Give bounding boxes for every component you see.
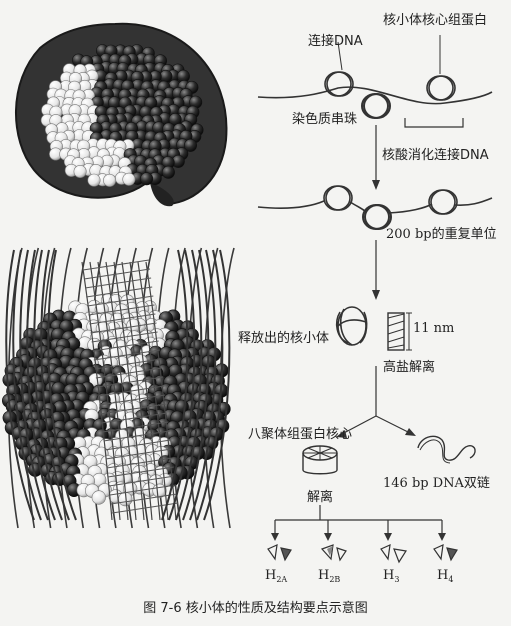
- label-nuclease-digest: 核酸消化连接DNA: [382, 148, 489, 163]
- dna-rung: [110, 493, 178, 505]
- dna-rung: [93, 349, 160, 361]
- dna-wrap-strand: [47, 249, 77, 521]
- light-histone-bead: [103, 173, 117, 187]
- dna-rung: [86, 286, 153, 298]
- histone-beads-top: [40, 44, 204, 187]
- dna-rung: [99, 394, 166, 406]
- dna-central-strand: [81, 261, 113, 521]
- histone-h4-shapes: [433, 544, 458, 562]
- dna-wrap-strand: [19, 249, 49, 521]
- dna-wraps-front: [5, 249, 231, 521]
- dna-wrap-strand: [203, 249, 231, 521]
- label-beads-on-string: 染色质串珠: [292, 112, 358, 127]
- dna-wrap-strand: [196, 249, 224, 521]
- dna-rung: [109, 484, 177, 496]
- label-released-nucleosome: 释放出的核小体: [238, 331, 330, 346]
- dna-rung: [90, 322, 157, 334]
- dna-wrap-strand: [12, 249, 42, 521]
- dna-rung: [95, 367, 162, 379]
- dna-wrap-strand: [175, 249, 203, 521]
- dna-wrap-strand: [40, 249, 70, 521]
- dna-rung: [83, 268, 151, 280]
- dna-rung: [87, 295, 154, 307]
- dna-rung: [91, 331, 158, 343]
- dna-rung: [82, 259, 150, 271]
- nucleosome-sphere-model: [15, 22, 228, 207]
- dna-rung: [98, 385, 165, 397]
- dna-rung: [92, 340, 159, 352]
- dna-wrap-strand: [5, 249, 35, 521]
- label-high-salt: 高盐解离: [383, 360, 436, 375]
- dna-wrap-strand: [182, 249, 210, 521]
- dna-wrap-strand: [33, 249, 63, 521]
- dark-histone-bead: [184, 138, 198, 152]
- histone-h2a-shapes: [267, 544, 292, 562]
- light-histone-bead: [122, 172, 136, 186]
- histone-label: H2B: [318, 568, 341, 584]
- dna-strand-1: [257, 86, 493, 105]
- dna-rung: [100, 403, 167, 415]
- dna-rung: [94, 358, 161, 370]
- histone-label: H3: [383, 568, 400, 584]
- nucleosome-cutaway-model: [2, 247, 235, 529]
- dark-histone-bead: [140, 172, 154, 186]
- label-11nm: 11 nm: [413, 321, 455, 336]
- dna-wrap-strand: [168, 249, 196, 521]
- dna-rung: [106, 457, 173, 469]
- dna-rung: [85, 277, 152, 289]
- histone-h3-shapes: [380, 544, 407, 564]
- dna-wrap-strand: [26, 249, 56, 521]
- dark-histone-bead: [161, 165, 175, 179]
- dna-rung: [88, 304, 155, 316]
- dna-wrap-strand: [161, 249, 189, 521]
- dna-central-strand: [113, 261, 145, 521]
- dna-wrap-strand: [189, 249, 217, 521]
- light-histone-bead: [91, 490, 106, 505]
- histone-label: H4: [437, 568, 454, 584]
- light-histone-bead: [73, 165, 87, 179]
- dna-rung: [107, 466, 174, 478]
- dna-rung: [108, 475, 175, 487]
- dna-rung: [105, 448, 172, 460]
- light-histone-bead: [87, 173, 101, 187]
- dna-rung: [101, 412, 168, 424]
- dna-rung: [103, 430, 170, 442]
- label-octamer-core: 八聚体组蛋白核心: [248, 427, 353, 442]
- dna-strand-2: [257, 200, 325, 209]
- dna-central-strand: [137, 261, 169, 521]
- chromatin-diagram: [257, 35, 493, 564]
- label-repeat-unit: 200 bp的重复单位: [386, 227, 497, 242]
- figure-caption: 图 7-6 核小体的性质及结构要点示意图: [143, 601, 368, 616]
- histone-label: H2A: [265, 568, 288, 584]
- dna-central-strand: [97, 261, 129, 521]
- label-linker-dna: 连接DNA: [308, 34, 363, 49]
- dna-rung: [104, 439, 171, 451]
- dna-rung: [96, 376, 164, 388]
- label-dna-duplex: 146 bp DNA双链: [383, 476, 490, 491]
- label-core-histone: 核小体核心组蛋白: [383, 13, 488, 28]
- dna-rung: [89, 313, 156, 325]
- histone-h2b-shapes: [320, 544, 347, 562]
- dna-rung: [102, 421, 169, 433]
- label-dissociate: 解离: [307, 490, 334, 505]
- dna-central-strand: [121, 261, 153, 521]
